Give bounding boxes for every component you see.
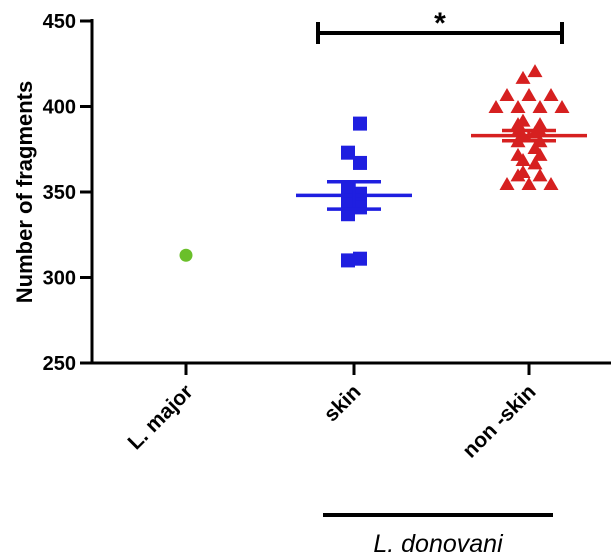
y-tick-label-400: 400	[43, 97, 76, 119]
category-labels: L. major skin non -skin	[124, 380, 541, 462]
point-non-skin-21	[532, 147, 548, 161]
point-non-skin-12	[532, 117, 548, 131]
y-tick-label-300: 300	[43, 268, 76, 290]
point-skin-3	[353, 155, 367, 170]
point-non-skin-8	[532, 100, 548, 113]
point-skin-4	[341, 181, 355, 196]
point-l-major-1	[179, 248, 193, 262]
point-skin-9	[353, 251, 367, 266]
point-non-skin-3	[499, 88, 515, 102]
y-tick-label-250: 250	[43, 353, 76, 375]
group-annotation: L. donovani	[323, 513, 553, 558]
y-tick-label-350: 350	[43, 182, 76, 204]
point-skin-2	[341, 145, 355, 160]
point-non-skin-2	[515, 70, 531, 84]
point-non-skin-7	[510, 100, 526, 113]
significance-bracket: *	[316, 7, 564, 44]
category-label-1: L. major	[124, 380, 198, 454]
data-points	[179, 64, 570, 268]
point-non-skin-5	[543, 88, 559, 102]
point-non-skin-22	[515, 153, 531, 167]
category-label-3: non -skin	[458, 380, 540, 462]
y-ticks: 250 300 350 400 450	[43, 11, 92, 375]
point-non-skin-27	[499, 176, 515, 190]
point-skin-1	[353, 116, 367, 131]
point-skin-10	[341, 253, 355, 268]
group-label: L. donovani	[373, 530, 504, 558]
point-non-skin-11	[510, 117, 526, 131]
point-non-skin-26	[532, 168, 548, 182]
point-non-skin-25	[510, 168, 526, 182]
point-non-skin-23	[527, 156, 543, 170]
point-non-skin-1	[527, 64, 543, 78]
y-axis-title: Number of fragments	[12, 81, 37, 303]
y-tick-label-450: 450	[43, 11, 76, 33]
point-non-skin-28	[521, 176, 537, 190]
mean-sem-bars	[296, 128, 587, 211]
point-non-skin-4	[521, 88, 537, 102]
point-non-skin-9	[554, 100, 570, 113]
category-label-2: skin	[320, 380, 366, 426]
significance-label: *	[434, 7, 446, 40]
point-non-skin-6	[488, 100, 504, 113]
point-non-skin-29	[543, 176, 559, 190]
